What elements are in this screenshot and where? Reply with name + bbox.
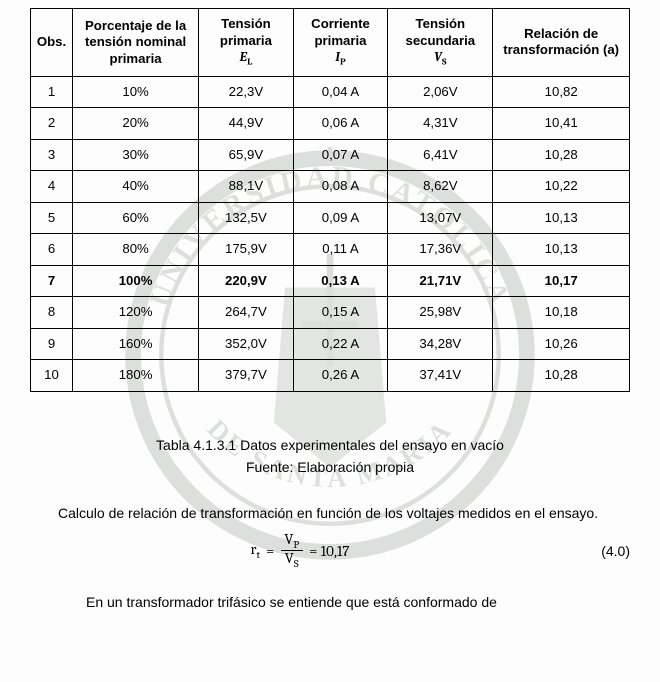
table-cell: 264,7V [199, 297, 294, 329]
formula-rhs: = 10,17 [309, 542, 349, 560]
table-header-row: Obs.Porcentaje de la tensión nominal pri… [31, 9, 630, 77]
table-cell: 65,9V [199, 139, 294, 171]
table-cell: 8 [31, 297, 73, 329]
table-cell: 10,13 [493, 202, 630, 234]
table-cell: 17,36V [388, 234, 493, 266]
data-table: Obs.Porcentaje de la tensión nominal pri… [30, 8, 630, 392]
table-cell: 0,13 A [293, 265, 388, 297]
table-cell: 0,08 A [293, 171, 388, 203]
table-cell: 30% [73, 139, 199, 171]
table-cell: 160% [73, 328, 199, 360]
table-row: 8120%264,7V0,15 A25,98V10,18 [31, 297, 630, 329]
table-cell: 34,28V [388, 328, 493, 360]
table-cell: 0,15 A [293, 297, 388, 329]
table-caption: Tabla 4.1.3.1 Datos experimentales del e… [30, 434, 630, 479]
caption-line-1: Tabla 4.1.3.1 Datos experimentales del e… [156, 437, 504, 453]
fraction-num-sub: P [293, 538, 299, 551]
table-cell: 40% [73, 171, 199, 203]
table-cell: 8,62V [388, 171, 493, 203]
table-cell: 21,71V [388, 265, 493, 297]
fraction-num: V [284, 530, 293, 548]
table-cell: 3 [31, 139, 73, 171]
table-cell: 5 [31, 202, 73, 234]
body-paragraph: Calculo de relación de transformación en… [30, 502, 630, 526]
table-cell: 80% [73, 234, 199, 266]
table-cell: 22,3V [199, 76, 294, 108]
fraction-den-sub: S [294, 557, 299, 570]
table-cell: 0,22 A [293, 328, 388, 360]
table-row: 440%88,1V0,08 A8,62V10,22 [31, 171, 630, 203]
table-row: 330%65,9V0,07 A6,41V10,28 [31, 139, 630, 171]
table-cell: 10,28 [493, 139, 630, 171]
table-row: 110%22,3V0,04 A2,06V10,82 [31, 76, 630, 108]
table-cell: 0,11 A [293, 234, 388, 266]
table-row: 560%132,5V0,09 A13,07V10,13 [31, 202, 630, 234]
table-header-cell: Porcentaje de la tensión nominal primari… [73, 9, 199, 77]
table-cell: 10,41 [493, 108, 630, 140]
table-cell: 10,13 [493, 234, 630, 266]
table-cell: 44,9V [199, 108, 294, 140]
table-cell: 0,07 A [293, 139, 388, 171]
table-header-cell: Relación de transformación (a) [493, 9, 630, 77]
table-cell: 6 [31, 234, 73, 266]
table-cell: 10,18 [493, 297, 630, 329]
table-cell: 180% [73, 360, 199, 392]
table-cell: 9 [31, 328, 73, 360]
table-cell: 88,1V [199, 171, 294, 203]
table-header-cell: Tensión primariaEL [199, 9, 294, 77]
table-cell: 10,22 [493, 171, 630, 203]
table-cell: 20% [73, 108, 199, 140]
fraction-den: V [285, 549, 294, 567]
table-cell: 25,98V [388, 297, 493, 329]
table-cell: 4,31V [388, 108, 493, 140]
table-cell: 10% [73, 76, 199, 108]
table-cell: 0,06 A [293, 108, 388, 140]
table-cell: 132,5V [199, 202, 294, 234]
formula-row: rt = VP VS = 10,17 (4.0) [30, 532, 630, 570]
table-cell: 0,09 A [293, 202, 388, 234]
table-cell: 60% [73, 202, 199, 234]
table-cell: 6,41V [388, 139, 493, 171]
table-cell: 10,26 [493, 328, 630, 360]
table-cell: 0,26 A [293, 360, 388, 392]
table-cell: 10,17 [493, 265, 630, 297]
fraction: VP VS [280, 532, 303, 570]
table-cell: 379,7V [199, 360, 294, 392]
table-cell: 2,06V [388, 76, 493, 108]
table-header-cell: Tensión secundariaVS [388, 9, 493, 77]
table-header-cell: Obs. [31, 9, 73, 77]
caption-line-2: Fuente: Elaboración propia [246, 459, 414, 475]
cutoff-paragraph: En un transformador trifásico se entiend… [30, 592, 630, 613]
table-cell: 100% [73, 265, 199, 297]
table-cell: 10 [31, 360, 73, 392]
table-header-cell: Corriente primariaIP [293, 9, 388, 77]
formula-lhs-sub: t [257, 548, 261, 561]
table-cell: 10,82 [493, 76, 630, 108]
formula: rt = VP VS = 10,17 [30, 532, 570, 570]
table-cell: 175,9V [199, 234, 294, 266]
table-row: 220%44,9V0,06 A4,31V10,41 [31, 108, 630, 140]
table-cell: 4 [31, 171, 73, 203]
table-cell: 352,0V [199, 328, 294, 360]
table-cell: 220,9V [199, 265, 294, 297]
equation-number: (4.0) [570, 543, 630, 559]
table-cell: 120% [73, 297, 199, 329]
table-cell: 7 [31, 265, 73, 297]
table-cell: 0,04 A [293, 76, 388, 108]
table-cell: 13,07V [388, 202, 493, 234]
table-row: 680%175,9V0,11 A17,36V10,13 [31, 234, 630, 266]
table-row: 9160%352,0V0,22 A34,28V10,26 [31, 328, 630, 360]
table-row: 7100%220,9V0,13 A21,71V10,17 [31, 265, 630, 297]
table-cell: 2 [31, 108, 73, 140]
table-cell: 10,28 [493, 360, 630, 392]
table-cell: 1 [31, 76, 73, 108]
table-row: 10180%379,7V0,26 A37,41V10,28 [31, 360, 630, 392]
table-cell: 37,41V [388, 360, 493, 392]
equals-sign: = [266, 542, 274, 560]
